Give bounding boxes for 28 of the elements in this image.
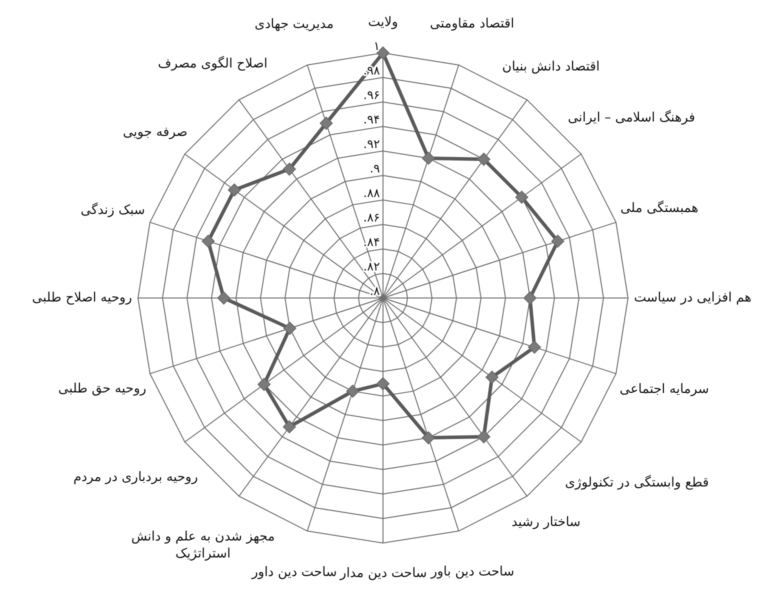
spoke-label: ساحت دین داور (250, 564, 337, 580)
spoke-label: سرمایه اجتماعی (620, 382, 710, 397)
spoke-label: مدیریت جهادی (254, 17, 334, 32)
spoke-label: اقتصاد دانش بنیان (502, 59, 600, 74)
y-tick-label: .۸۴ (363, 235, 380, 249)
spoke-label: قطع وابستگی در تکنولوژی (565, 474, 709, 491)
spoke-label: ولایت (368, 15, 398, 30)
y-tick-label: .۸۶ (363, 210, 380, 224)
spoke-label: فرهنگ اسلامی – ایرانی (568, 109, 696, 126)
y-tick-label: .۹ (370, 162, 380, 176)
spoke-label: همبستگی ملی (620, 200, 699, 216)
y-tick-label: .۹۶ (363, 88, 380, 102)
spoke-label: ساحت دین مدار (339, 566, 427, 581)
y-tick-label: .۸۸ (363, 186, 381, 200)
y-tick-label: .۹۲ (363, 137, 380, 151)
spoke-label: سبک زندگی (80, 202, 146, 218)
spoke-label: هم افزایی در سیاست (634, 290, 752, 306)
spoke-label: اصلاح الگوی مصرف (158, 56, 268, 72)
spoke-label: صرفه جویی (122, 124, 188, 140)
spoke-label: مجهز شدن به علم و دانش استراتژیک (131, 530, 275, 562)
y-tick-label: .۹۴ (363, 112, 380, 126)
spoke-label: روحیه بردباری در مردم (73, 470, 198, 486)
spoke-label: روحیه حق طلبی (58, 382, 146, 397)
y-tick-label: ۱ (374, 39, 380, 53)
spoke-label: ساختار رشید (511, 514, 581, 530)
spoke-label: اقتصاد مقاومتی (430, 16, 514, 32)
spoke-label: روحیه اصلاح طلبی (32, 290, 132, 306)
spoke-label: ساحت دین باور (430, 564, 514, 580)
